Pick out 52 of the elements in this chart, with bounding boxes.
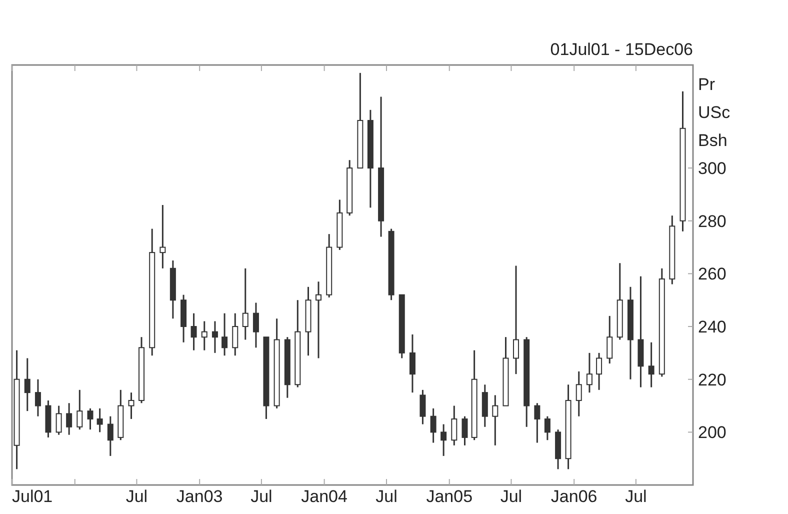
x-tick-label: Jul	[500, 487, 522, 506]
candlestick	[440, 423, 447, 457]
candlestick	[596, 352, 602, 391]
y-tick-label: 200	[698, 423, 726, 442]
y-tick-label: 280	[698, 212, 726, 231]
candlestick	[107, 416, 114, 457]
candlestick	[160, 204, 166, 270]
candlestick	[212, 320, 218, 354]
candlestick	[462, 416, 468, 446]
x-tick-label: Jul	[376, 487, 398, 506]
x-tick-label: Jan04	[301, 487, 348, 506]
x-tick-label: Jul	[250, 487, 272, 506]
x-tick-label: Jan06	[550, 487, 598, 506]
candlestick	[242, 268, 248, 340]
candlestick	[87, 408, 94, 430]
candlestick	[76, 389, 83, 430]
candlestick	[492, 394, 498, 446]
candlestick	[606, 315, 613, 364]
y-tick-label: 260	[698, 264, 726, 284]
candlestick	[576, 370, 582, 418]
candlestick	[252, 302, 259, 348]
x-tick-label: Jan05	[426, 487, 473, 506]
candlestick	[420, 389, 426, 425]
candlestick	[451, 405, 458, 446]
candlestick	[190, 312, 197, 352]
candlestick	[34, 378, 41, 418]
candlestick	[316, 280, 322, 359]
candlestick	[648, 342, 654, 388]
chart-subtitle: 01Jul01 - 15Dec06	[550, 40, 693, 59]
candlestick	[128, 392, 134, 420]
x-tick-label: Jul	[625, 487, 647, 506]
candlestick	[96, 408, 103, 433]
candlestick	[482, 384, 488, 428]
candlestick	[544, 416, 550, 441]
candlestick	[409, 334, 416, 394]
candlestick	[513, 265, 519, 375]
candlestick	[56, 405, 62, 436]
y-tick-label: 300	[698, 158, 726, 178]
y-axis-title: Pr USc Bsh	[698, 75, 731, 150]
x-tick-label: Jul	[126, 487, 148, 506]
candlestick	[24, 357, 30, 412]
candlestick	[586, 352, 592, 394]
candlestick	[66, 402, 72, 436]
candlestick	[232, 312, 238, 356]
candlestick	[222, 312, 228, 356]
y-tick-label: 220	[698, 370, 726, 390]
x-tick-label: Jan03	[176, 487, 223, 506]
candlestick	[201, 320, 208, 352]
candlestick	[430, 408, 436, 444]
y-tick-label: 240	[698, 317, 726, 336]
x-tick-label: Jul01	[12, 487, 53, 506]
candlestick	[534, 402, 540, 444]
